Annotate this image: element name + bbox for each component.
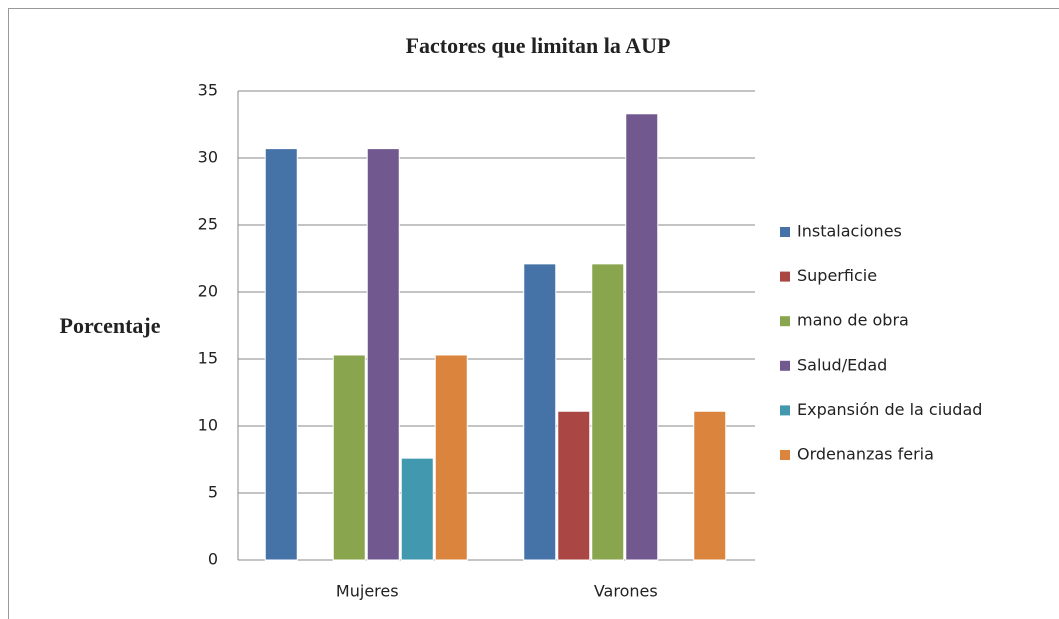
y-tick-label: 10 [198, 416, 218, 435]
bar [332, 354, 366, 561]
bar [366, 148, 400, 561]
bar [591, 263, 625, 561]
legend-label: mano de obra [797, 311, 909, 330]
y-tick-label: 0 [208, 550, 218, 569]
y-axis-label: Porcentaje [60, 313, 161, 338]
bar [523, 263, 557, 561]
chart-title: Factores que limitan la AUP [406, 33, 671, 58]
y-tick-label: 20 [198, 282, 218, 301]
bar [625, 113, 659, 561]
y-tick-label: 30 [198, 148, 218, 167]
legend-swatch [780, 271, 790, 282]
legend-label: Ordenanzas feria [797, 445, 934, 464]
x-tick-label: Mujeres [336, 582, 399, 601]
bar [557, 410, 591, 561]
y-tick-label: 25 [198, 215, 218, 234]
legend-swatch [780, 360, 790, 371]
bar [400, 457, 434, 561]
chart-border [8, 8, 1059, 619]
bar [693, 410, 727, 561]
bar [264, 148, 298, 561]
y-tick-label: 5 [208, 483, 218, 502]
legend-label: Instalaciones [797, 222, 902, 241]
legend-swatch [780, 227, 790, 237]
legend-label: Expansión de la ciudad [797, 400, 982, 419]
y-tick-label: 15 [198, 349, 218, 368]
y-tick-label: 35 [198, 81, 218, 100]
bar [434, 354, 468, 561]
x-tick-label: Varones [594, 582, 658, 601]
legend-label: Salud/Edad [797, 355, 887, 374]
legend-swatch [780, 450, 790, 460]
legend-swatch [780, 405, 790, 416]
legend-label: Superficie [797, 266, 877, 285]
legend-swatch [780, 316, 790, 327]
